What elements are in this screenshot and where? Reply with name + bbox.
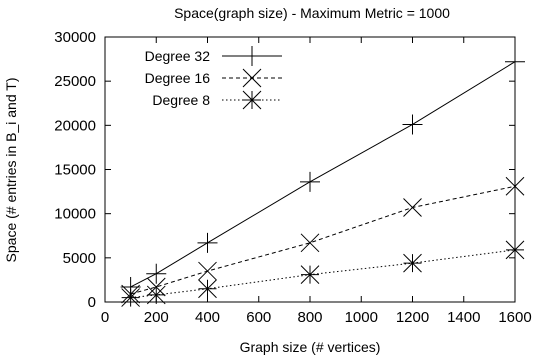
legend-label: Degree 16 <box>145 70 211 86</box>
legend-marker <box>243 91 261 109</box>
x-tick-label: 800 <box>297 309 322 326</box>
data-point <box>403 114 423 134</box>
data-point <box>198 233 218 253</box>
legend-label: Degree 8 <box>152 92 210 108</box>
chart-title: Space(graph size) - Maximum Metric = 100… <box>174 5 450 21</box>
y-tick-label: 5000 <box>63 250 96 267</box>
data-point <box>122 289 140 307</box>
x-tick-label: 1200 <box>396 309 429 326</box>
data-point <box>146 264 166 284</box>
x-tick-label: 1000 <box>345 309 378 326</box>
series-degree-16 <box>122 177 524 303</box>
data-point <box>404 254 422 272</box>
y-tick-label: 30000 <box>54 29 96 46</box>
x-tick-label: 0 <box>101 309 109 326</box>
y-tick-label: 0 <box>88 294 96 311</box>
data-point <box>505 52 525 72</box>
series-line <box>131 186 515 294</box>
data-point <box>404 198 422 216</box>
axes: 0 200 400 600 800 1000 1200 1400 1600 0 5000 10000 1… <box>54 29 531 326</box>
x-tick-label: 1400 <box>447 309 480 326</box>
series-line <box>131 250 515 298</box>
data-point <box>300 172 320 192</box>
y-tick-label: 20000 <box>54 117 96 134</box>
x-axis-title: Graph size (# vertices) <box>240 339 381 355</box>
legend: Degree 32 Degree 16 Degree 8 <box>145 46 282 109</box>
x-tick-label: 600 <box>246 309 271 326</box>
y-tick-label: 10000 <box>54 206 96 223</box>
y-axis-title: Space (# entries in B_i and T) <box>3 78 19 263</box>
data-point <box>301 234 319 252</box>
data-point <box>199 262 217 280</box>
data-point <box>506 241 524 259</box>
legend-marker <box>242 46 262 66</box>
data-point <box>147 286 165 304</box>
x-tick-label: 200 <box>144 309 169 326</box>
plot-area <box>121 52 525 307</box>
legend-label: Degree 32 <box>145 48 211 64</box>
data-point <box>199 280 217 298</box>
x-tick-label: 400 <box>195 309 220 326</box>
data-point <box>301 266 319 284</box>
y-tick-label: 15000 <box>54 162 96 179</box>
x-tick-label: 1600 <box>498 309 531 326</box>
series-degree-32 <box>121 52 525 297</box>
y-tick-label: 25000 <box>54 73 96 90</box>
